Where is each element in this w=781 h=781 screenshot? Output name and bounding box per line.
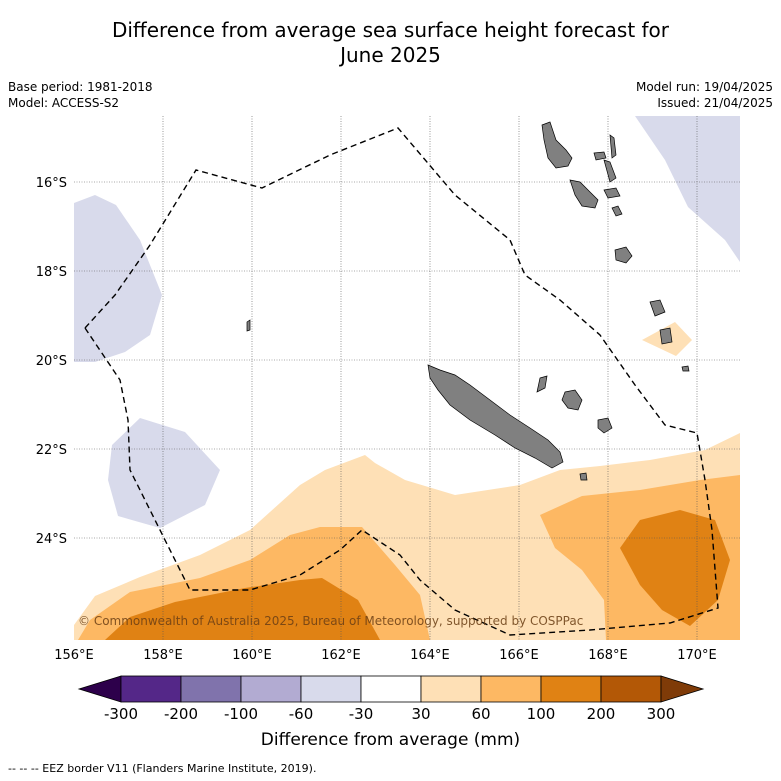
vanuatu-ambrym (603, 187, 621, 199)
isle-of-pines (579, 472, 588, 481)
chesterfield-islet (246, 319, 251, 332)
vanuatu-erromango (649, 299, 666, 317)
vanuatu-pentecost (603, 159, 617, 183)
eez-border (84, 127, 719, 636)
lat-label: 16°S (36, 176, 67, 191)
chart-title: Difference from average sea surface heig… (0, 18, 781, 68)
colorbar-segment (300, 675, 362, 703)
colorbar-extend-low (77, 675, 122, 703)
anomaly-region-minus-30-southwest (108, 418, 220, 528)
colorbar-segment (600, 675, 662, 703)
vanuatu-ambae (593, 151, 607, 161)
model-run: Model run: 19/04/2025 (635, 80, 773, 94)
lat-label: 22°S (36, 443, 67, 458)
graticule (74, 116, 740, 640)
colorbar-segment (540, 675, 602, 703)
colorbar-tick-label: 100 (526, 705, 556, 723)
model-info: Base period: 1981-2018 Model: ACCESS-S2 (8, 79, 153, 111)
colorbar-segment (480, 675, 542, 703)
model-name: Model: ACCESS-S2 (8, 96, 120, 110)
colorbar-segment (420, 675, 482, 703)
colorbar-segment (180, 675, 242, 703)
lat-label: 18°S (36, 265, 67, 280)
vanuatu-espiritu-santo (541, 121, 573, 169)
anomaly-region-minus-30-northeast (635, 116, 740, 262)
copyright-credit: © Commonwealth of Australia 2025, Bureau… (78, 614, 584, 628)
lon-label: 156°E (54, 648, 94, 663)
colorbar-tick-label: -30 (348, 705, 374, 723)
colorbar-tick-label: 200 (586, 705, 616, 723)
colorbar-tick-label: -300 (103, 705, 139, 723)
colorbar-segment (240, 675, 302, 703)
loyalty-island-mare (597, 417, 613, 434)
colorbar-segment (120, 675, 182, 703)
vanuatu-malakula (569, 179, 599, 209)
lat-label: 24°S (36, 532, 67, 547)
lat-label: 20°S (36, 354, 67, 369)
lon-label: 160°E (232, 648, 272, 663)
longitude-labels: 156°E 158°E 160°E 162°E 164°E 166°E 168°E 170°E (54, 648, 717, 663)
new-caledonia-island (427, 364, 564, 469)
vanuatu-aneityum (681, 365, 690, 372)
colorbar-tick-label: 300 (646, 705, 676, 723)
vanuatu-epi (611, 205, 623, 217)
colorbar (77, 675, 705, 703)
vanuatu-efate (614, 246, 633, 264)
map-panel (74, 116, 740, 640)
vanuatu-tanna (659, 327, 673, 345)
issued-date: Issued: 21/04/2025 (657, 96, 773, 110)
lon-label: 158°E (143, 648, 183, 663)
title-line-2: June 2025 (340, 43, 441, 67)
vanuatu-maewo (609, 134, 617, 159)
loyalty-island-lifou (561, 389, 583, 411)
title-line-1: Difference from average sea surface heig… (111, 18, 670, 42)
lon-label: 164°E (410, 648, 450, 663)
land (246, 121, 690, 481)
eez-legend-note: -- -- -- EEZ border V11 (Flanders Marine… (8, 762, 317, 775)
anomaly-region-100-200-south (105, 578, 380, 640)
colorbar-tick-label: -100 (223, 705, 259, 723)
loyalty-island-ouvea (536, 375, 548, 393)
colorbar-label: Difference from average (mm) (260, 730, 521, 750)
lon-label: 170°E (677, 648, 717, 663)
colorbar-tick-label: 60 (471, 705, 491, 723)
colorbar-extend-high (660, 675, 705, 703)
colorbar-tick-labels: -300 -200 -100 -60 -30 30 60 100 200 300 (0, 705, 781, 725)
lon-label: 166°E (499, 648, 539, 663)
run-info: Model run: 19/04/2025 Issued: 21/04/2025 (636, 79, 773, 111)
anomaly-region-minus-30-west (74, 195, 162, 362)
anomaly-region-100-200-east (620, 510, 730, 626)
lon-label: 168°E (588, 648, 628, 663)
colorbar-tick-label: 30 (411, 705, 431, 723)
latitude-labels: 16°S 18°S 20°S 22°S 24°S (36, 176, 67, 547)
colorbar-tick-label: -200 (163, 705, 199, 723)
lon-label: 162°E (321, 648, 361, 663)
colorbar-segment (360, 675, 422, 703)
base-period: Base period: 1981-2018 (8, 80, 153, 94)
colorbar-tick-label: -60 (288, 705, 314, 723)
